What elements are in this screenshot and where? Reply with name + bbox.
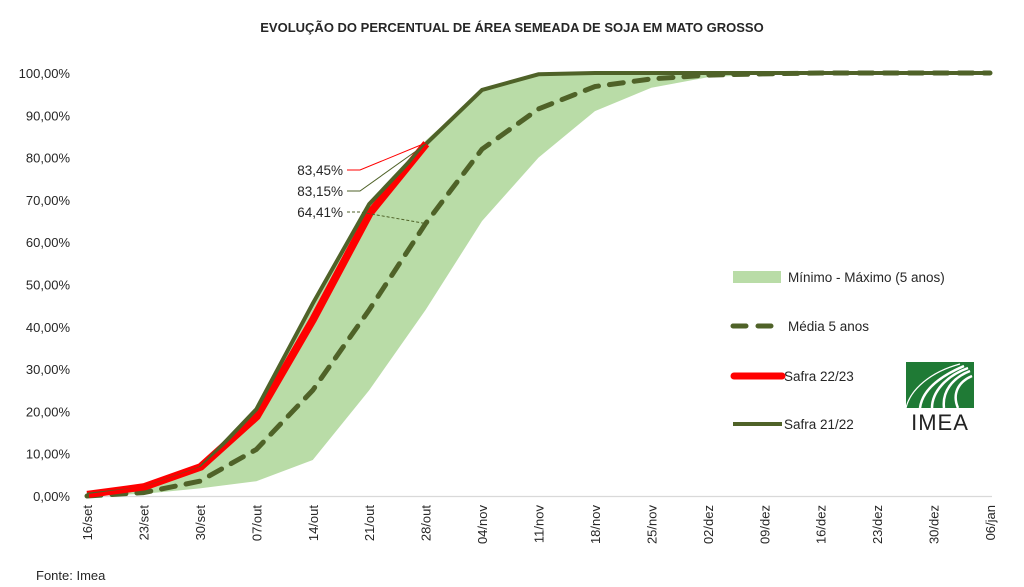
legend-swatch-band [733,271,781,283]
x-tick-label: 14/out [306,505,321,542]
legend-label: Safra 22/23 [784,369,854,384]
x-tick-label: 30/dez [927,505,942,544]
x-tick-label: 18/nov [588,505,603,545]
legend-item: Safra 21/22 [733,417,854,432]
data-label: 83,15% [297,184,343,199]
x-tick-label: 11/nov [532,505,547,544]
x-tick-label: 16/dez [814,505,829,544]
y-axis: 0,00% 10,00% 20,00% 30,00% 40,00% 50,00% 60,00… [19,66,71,504]
x-tick-label: 23/set [136,505,151,541]
x-tick-label: 21/out [362,505,377,542]
y-tick-label: 70,00% [26,193,71,208]
y-tick-label: 20,00% [26,404,71,419]
legend-item: Mínimo - Máximo (5 anos) [733,270,945,285]
series-safra-22-23 [86,141,428,497]
y-tick-label: 10,00% [26,447,71,462]
y-tick-label: 90,00% [26,108,71,123]
y-tick-label: 40,00% [26,320,71,335]
x-tick-label: 23/dez [870,505,885,544]
legend: Mínimo - Máximo (5 anos) Média 5 anos Safr… [730,270,945,432]
y-tick-label: 100,00% [19,66,71,81]
data-label-leader [347,142,426,171]
x-tick-label: 04/nov [475,505,490,545]
series-safra-21-22 [86,71,990,497]
x-tick-label: 06/jan [983,505,998,540]
data-label-leader [347,211,426,225]
x-tick-label: 09/dez [757,505,772,544]
legend-label: Safra 21/22 [784,417,854,432]
x-tick-label: 30/set [193,505,208,541]
y-tick-label: 50,00% [26,278,71,293]
imea-logo: IMEA [905,362,976,435]
x-tick-label: 07/out [249,505,264,542]
legend-item: Média 5 anos [730,319,869,334]
y-tick-label: 30,00% [26,362,71,377]
imea-logo-text: IMEA [911,410,969,434]
y-tick-label: 60,00% [26,235,71,250]
x-axis: 16/set 23/set 30/set 07/out 14/out 21/out 28/o… [80,505,998,545]
chart-title: EVOLUÇÃO DO PERCENTUAL DE ÁREA SEMEADA D… [260,20,763,35]
data-label: 83,45% [297,163,343,178]
x-tick-label: 02/dez [701,505,716,544]
annotations: 83,45% 83,15% 64,41% [297,142,426,225]
legend-label: Média 5 anos [788,319,869,334]
y-tick-label: 80,00% [26,151,71,166]
imea-logo-icon: IMEA [905,362,974,435]
y-tick-label: 0,00% [33,489,70,504]
source-note: Fonte: Imea [36,568,106,583]
data-label-leader [347,143,426,192]
data-label: 64,41% [297,205,343,220]
series-safra-22-23-overlay [88,143,430,498]
legend-item: Safra 22/23 [730,369,854,384]
x-tick-label: 28/out [419,505,434,542]
x-tick-label: 25/nov [644,505,659,545]
series-layer [84,70,993,499]
x-tick-label: 16/set [80,505,95,541]
legend-label: Mínimo - Máximo (5 anos) [788,270,945,285]
